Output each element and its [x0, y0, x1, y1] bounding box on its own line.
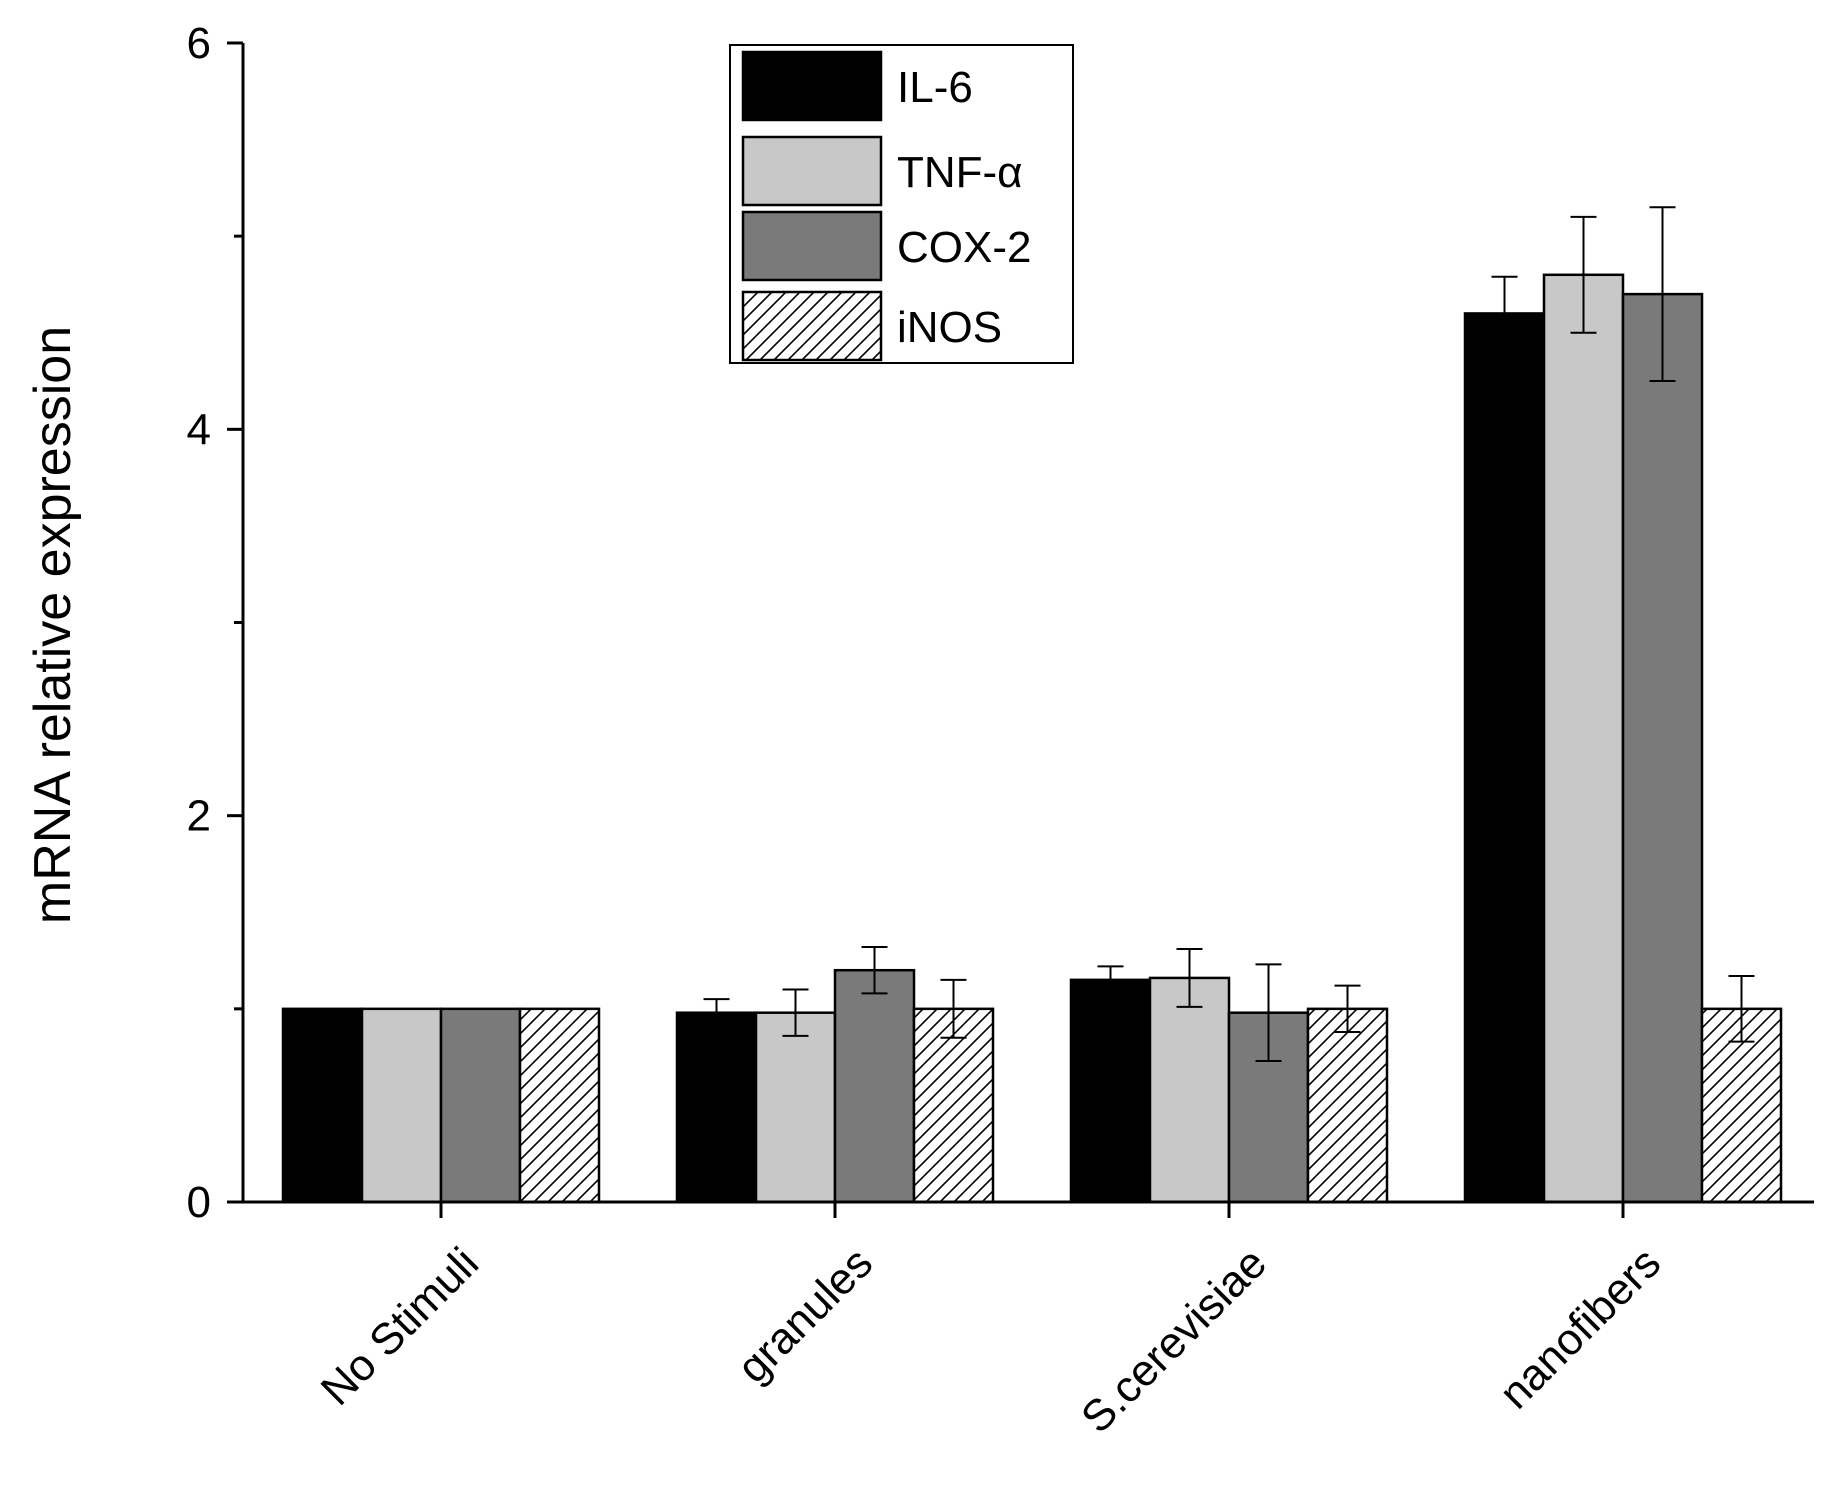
error-bar-cox-2-nanofibers [1649, 206, 1676, 383]
bar-cox-2-granules [833, 968, 916, 1204]
error-bar-il-6-granules [703, 998, 730, 1028]
error-bar-inos-s-cerevisiae [1334, 984, 1361, 1034]
legend-swatch-inos [741, 290, 883, 362]
legend-label-il-6: IL-6 [897, 63, 973, 112]
error-bar-inos-nanofibers [1728, 974, 1755, 1043]
category-label-s-cerevisiae: S.cerevisiae [1072, 1238, 1276, 1442]
bar-inos-s-cerevisiae [1306, 1007, 1389, 1204]
bar-inos-granules [912, 1007, 995, 1204]
category-label-no-stimuli: No Stimuli [312, 1238, 488, 1414]
bar-il-6-nanofibers [1463, 312, 1546, 1204]
error-bar-cox-2-granules [861, 946, 888, 995]
bar-tnf-granules [754, 1011, 837, 1204]
y-tick-label: 2 [187, 792, 211, 841]
bars-layer [281, 273, 1783, 1204]
category-label-granules: granules [728, 1238, 882, 1392]
category-label-nanofibers: nanofibers [1490, 1238, 1670, 1418]
legend: IL-6 TNF-α COX-2 iNOS [729, 44, 1074, 364]
bar-il-6-s-cerevisiae [1069, 978, 1152, 1204]
y-ticks-layer: 0 2 4 6 [187, 19, 243, 1227]
bar-il-6-granules [675, 1011, 758, 1204]
error-bar-tnf-nanofibers [1570, 215, 1597, 334]
bar-cox-2-no-stimuli [439, 1007, 522, 1204]
legend-label-inos: iNOS [897, 303, 1002, 352]
error-bars-layer [703, 206, 1755, 1062]
bar-il-6-no-stimuli [281, 1007, 364, 1204]
bar-cox-2-nanofibers [1621, 292, 1704, 1204]
y-axis-title: mRNA relative expression [24, 326, 82, 924]
error-bar-inos-granules [940, 978, 967, 1039]
legend-items: IL-6 TNF-α COX-2 iNOS [741, 50, 1031, 362]
error-bar-cox-2-s-cerevisiae [1255, 963, 1282, 1062]
bar-tnf-no-stimuli [360, 1007, 443, 1204]
error-bar-il-6-nanofibers [1491, 275, 1518, 352]
error-bar-tnf-granules [782, 988, 809, 1037]
legend-label-cox-2: COX-2 [897, 223, 1031, 272]
legend-swatch-il-6 [741, 50, 883, 122]
legend-label-tnf: TNF-α [897, 148, 1023, 197]
legend-swatch-cox-2 [741, 210, 883, 282]
legend-swatch-tnf [741, 135, 883, 207]
y-tick-label: 6 [187, 19, 211, 68]
bar-tnf-s-cerevisiae [1148, 976, 1231, 1204]
bar-inos-no-stimuli [518, 1007, 601, 1204]
y-tick-label: 4 [187, 405, 211, 454]
x-ticks-layer: No Stimuli granules S.cerevisiae nanofibers [312, 1202, 1670, 1443]
error-bar-tnf-s-cerevisiae [1176, 947, 1203, 1008]
bar-tnf-nanofibers [1542, 273, 1625, 1204]
error-bar-il-6-s-cerevisiae [1097, 965, 1124, 995]
y-tick-label: 0 [187, 1178, 211, 1227]
